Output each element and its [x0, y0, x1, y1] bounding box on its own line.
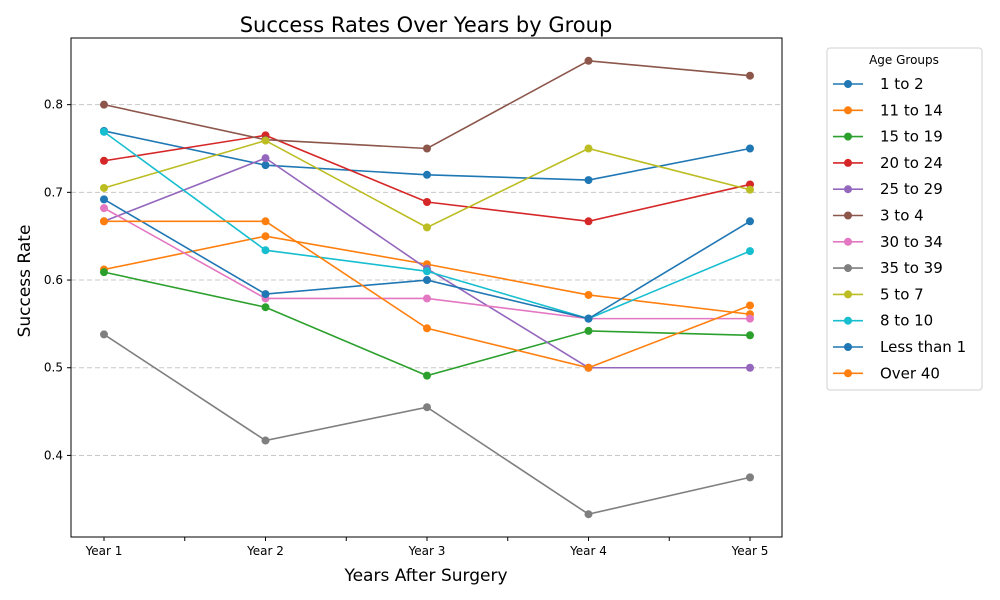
y-tick-label: 0.6 [44, 273, 63, 287]
legend-label: 8 to 10 [880, 312, 933, 330]
data-point [423, 371, 431, 380]
data-point [261, 217, 270, 226]
chart-title: Success Rates Over Years by Group [240, 13, 613, 37]
y-tick-label: 0.4 [44, 448, 63, 462]
data-point [423, 170, 431, 179]
legend-marker [844, 158, 852, 167]
data-point [423, 403, 431, 412]
data-point [100, 183, 108, 192]
data-point [423, 223, 431, 232]
legend-label: 11 to 14 [880, 101, 943, 119]
data-point [746, 363, 754, 372]
data-point [100, 330, 108, 339]
legend-marker [844, 264, 852, 273]
series-line [103, 271, 751, 377]
data-point [746, 331, 754, 340]
y-tick-label: 0.7 [44, 185, 63, 199]
legend-marker [844, 106, 852, 115]
data-point [423, 144, 431, 153]
data-point [261, 436, 270, 445]
legend-label: 35 to 39 [880, 259, 943, 277]
legend-marker [844, 185, 852, 194]
legend-marker [844, 369, 852, 378]
data-point [584, 217, 593, 226]
data-point [584, 326, 593, 335]
series-lines [103, 59, 751, 516]
data-point [423, 324, 431, 333]
data-point [746, 473, 754, 482]
legend-label: 3 to 4 [880, 207, 924, 225]
data-point [584, 510, 593, 519]
data-point [261, 303, 270, 312]
legend-marker [844, 316, 852, 325]
legend-label: 20 to 24 [880, 154, 943, 172]
legend-marker [844, 211, 852, 220]
legend-label: 5 to 7 [880, 285, 924, 303]
data-point [584, 363, 593, 372]
data-point [261, 154, 270, 163]
legend-label: 30 to 34 [880, 233, 943, 251]
series-line [103, 333, 751, 516]
y-axis-title: Success Rate [15, 225, 35, 338]
legend-label: 1 to 2 [880, 75, 924, 93]
data-point [100, 217, 108, 226]
legend-label: Less than 1 [880, 338, 966, 356]
data-point [584, 314, 593, 323]
data-point [261, 290, 270, 299]
x-tick-label: Year 4 [569, 544, 607, 558]
legend-label: 25 to 29 [880, 180, 943, 198]
data-point [584, 56, 593, 65]
data-point [100, 204, 108, 213]
data-point [746, 71, 754, 80]
data-point [100, 195, 108, 204]
data-point [100, 127, 108, 136]
data-point [261, 161, 270, 170]
series-points [100, 56, 754, 519]
data-point [746, 144, 754, 153]
data-point [261, 136, 270, 145]
data-point [746, 217, 754, 226]
data-point [746, 247, 754, 256]
legend-marker [844, 237, 852, 246]
legend-marker [844, 132, 852, 141]
legend: Age Groups 1 to 2 11 to 14 15 to 19 20 to 2… [826, 47, 983, 391]
data-point [746, 185, 754, 194]
data-point [261, 246, 270, 255]
x-tick-label: Year 3 [408, 544, 446, 558]
x-tick-label: Year 5 [731, 544, 769, 558]
y-tick-label: 0.5 [44, 361, 63, 375]
legend-title: Age Groups [869, 53, 939, 67]
x-tick-label: Year 2 [246, 544, 284, 558]
data-point [100, 156, 108, 165]
data-point [746, 301, 754, 310]
data-point [746, 314, 754, 323]
legend-marker [844, 290, 852, 299]
data-point [584, 144, 593, 153]
x-axis-ticks: Year 1 Year 2 Year 3 Year 4 Year 5 [85, 537, 769, 558]
data-point [100, 100, 108, 109]
data-point [423, 197, 431, 206]
y-axis-ticks: 0.4 0.5 0.6 0.7 0.8 [44, 98, 71, 462]
data-point [584, 290, 593, 299]
data-point [423, 267, 431, 276]
legend-marker [844, 343, 852, 351]
x-tick-label: Year 1 [85, 544, 123, 558]
data-point [584, 176, 593, 185]
x-axis-title: Years After Surgery [343, 566, 507, 586]
data-point [100, 268, 108, 277]
legend-marker [844, 80, 852, 88]
legend-label: 15 to 19 [880, 128, 943, 146]
legend-frame [826, 47, 983, 391]
data-point [423, 276, 431, 285]
data-point [423, 294, 431, 303]
data-point [261, 232, 270, 241]
legend-label: Over 40 [880, 364, 940, 382]
y-tick-label: 0.8 [44, 98, 63, 112]
